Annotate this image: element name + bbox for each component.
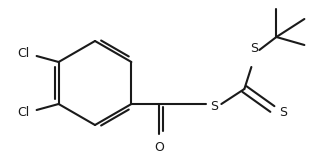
- Text: O: O: [154, 141, 164, 154]
- Text: S: S: [279, 106, 287, 119]
- Text: Cl: Cl: [17, 46, 30, 59]
- Text: S: S: [210, 99, 218, 113]
- Text: S: S: [250, 42, 258, 55]
- Text: Cl: Cl: [17, 107, 30, 120]
